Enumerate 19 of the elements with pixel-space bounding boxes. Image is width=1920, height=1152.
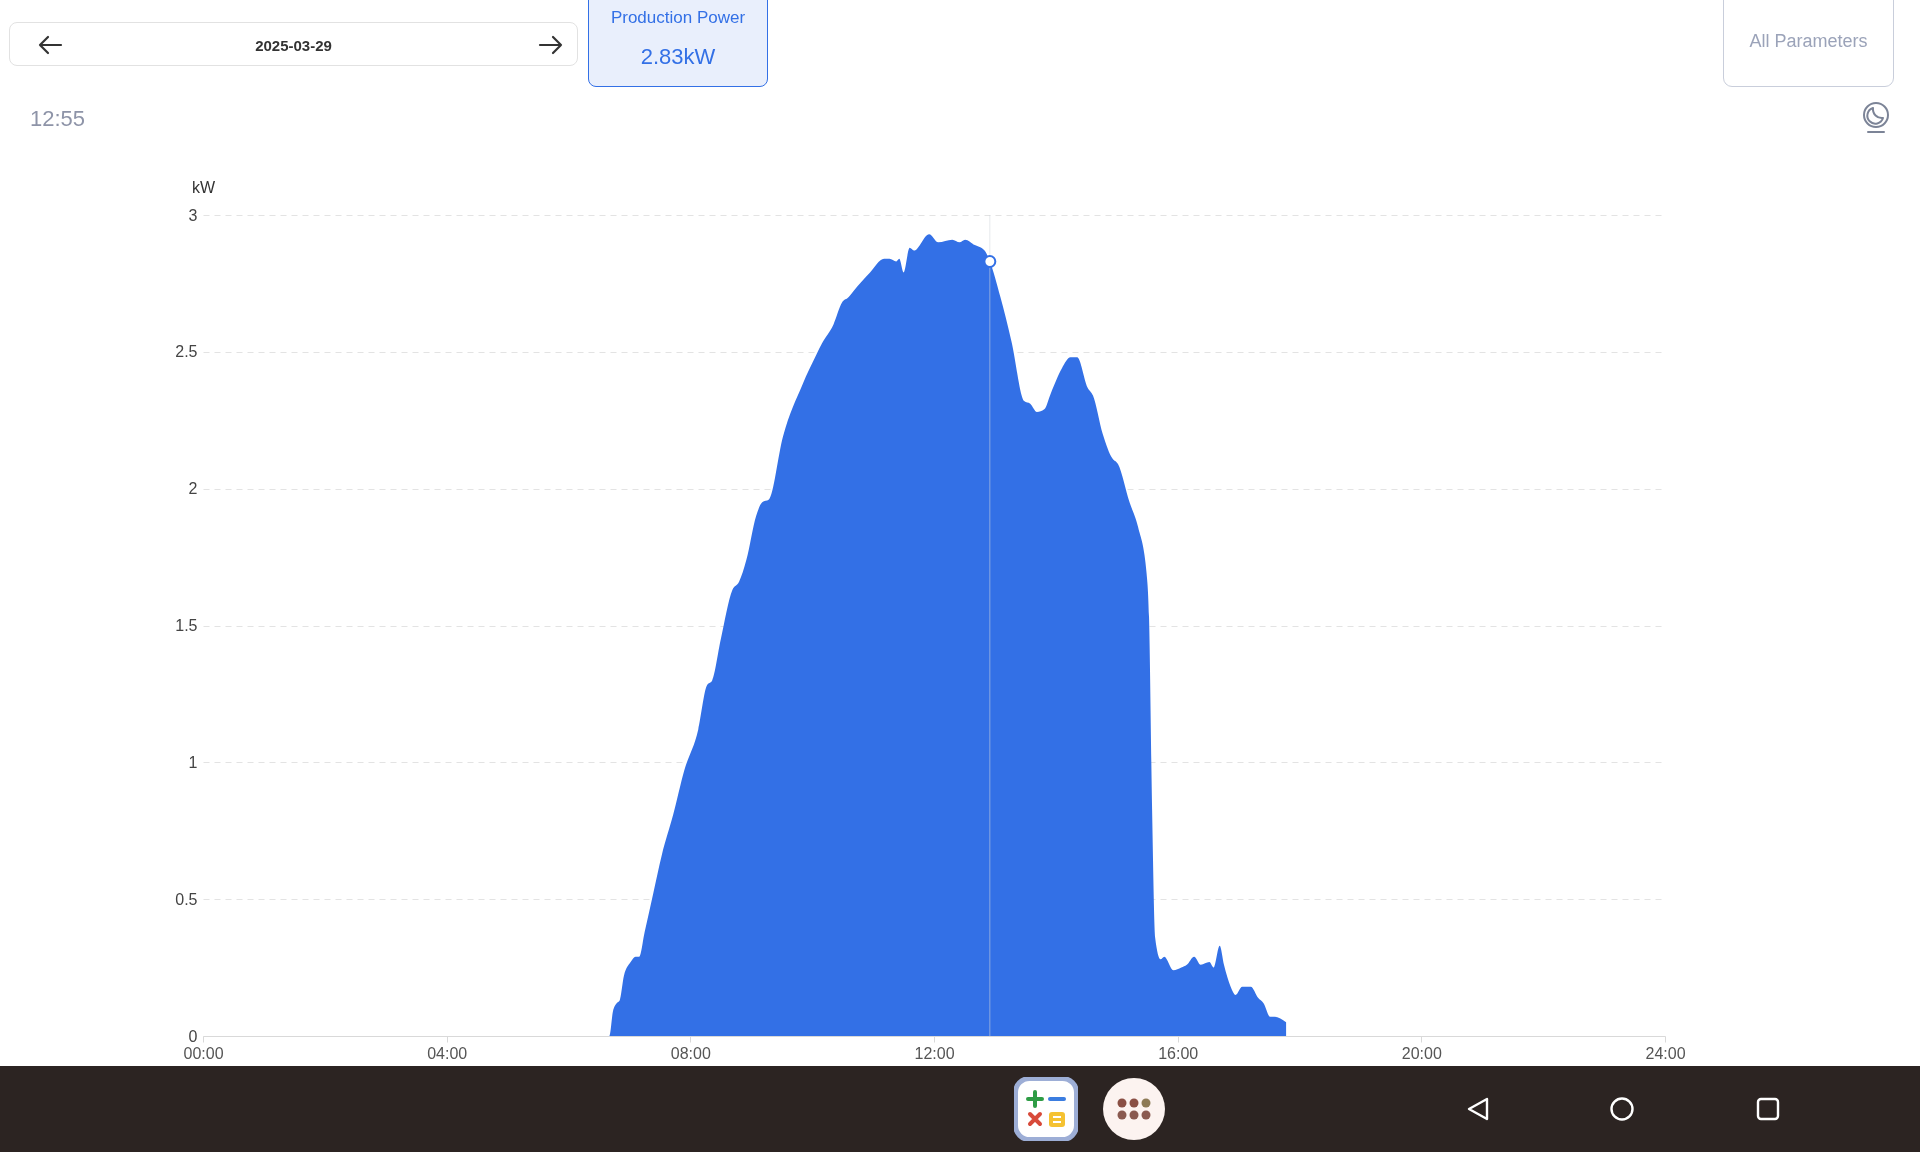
y-tick-label: 2.5: [175, 343, 198, 361]
y-tick-label: 0: [188, 1027, 198, 1045]
y-axis-title: kW: [191, 178, 216, 196]
x-tick-label: 24:00: [1645, 1044, 1686, 1062]
y-tick-label: 3: [188, 206, 198, 224]
x-tick-label: 04:00: [427, 1044, 468, 1062]
y-tick-label: 1: [188, 753, 198, 771]
button: All Parameters: [1723, 0, 1894, 87]
y-tick-label: 2: [188, 480, 198, 498]
x-tick-label: 08:00: [670, 1044, 711, 1062]
x-tick-label: 00:00: [183, 1044, 224, 1062]
date-selector: 2025-03-29: [9, 22, 578, 66]
text: 12:55: [30, 106, 86, 131]
value-card: Production Power 2.83kW: [588, 0, 768, 87]
y-tick-label: 1.5: [175, 617, 198, 634]
x-tick-label: 20:00: [1401, 1044, 1442, 1062]
x-tick-label: 12:00: [914, 1044, 955, 1062]
y-tick-label: 0.5: [175, 890, 198, 908]
x-tick-label: 16:00: [1158, 1044, 1199, 1062]
